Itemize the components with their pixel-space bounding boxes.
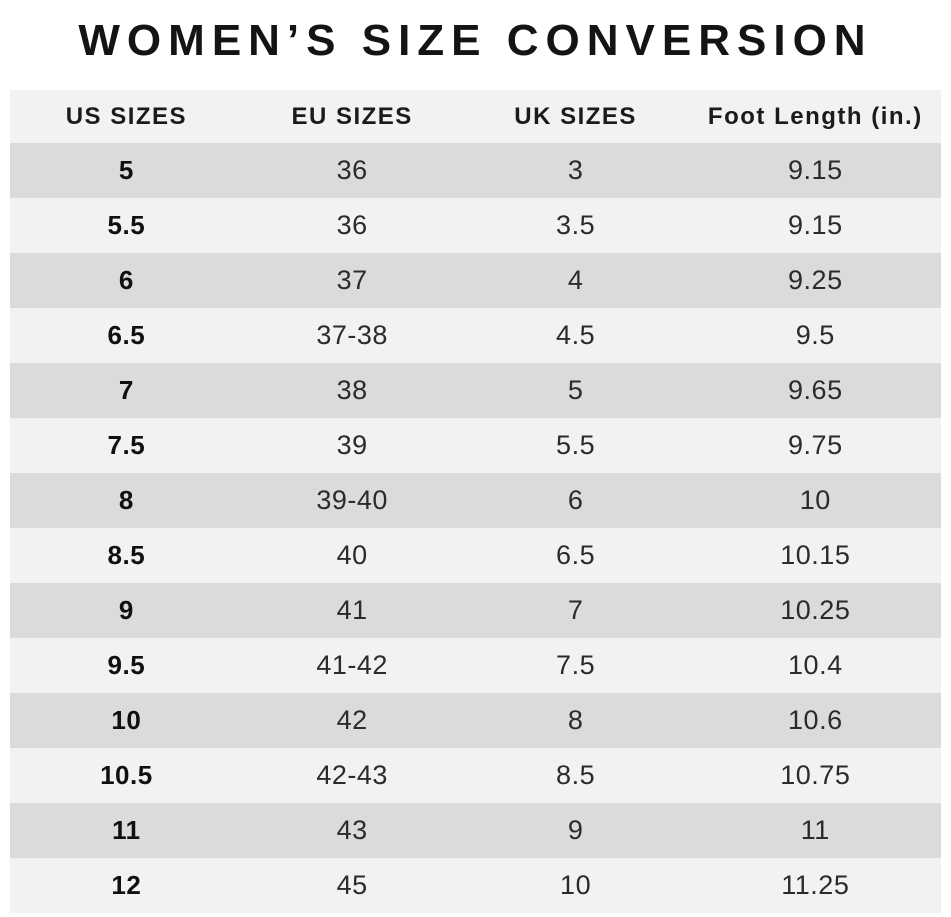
header-us-sizes: US SIZES (65, 102, 188, 130)
cell-us-size: 9.5 (107, 650, 146, 680)
cell-uk-size: 8 (567, 705, 584, 735)
page-title: WOMEN’S SIZE CONVERSION (78, 16, 873, 65)
cell-foot-length: 10.15 (780, 540, 851, 570)
table-row: 11 43 9 11 (10, 803, 941, 858)
cell-uk-size: 8.5 (556, 760, 596, 790)
header-row: US SIZES EU SIZES UK SIZES Foot Length (… (10, 90, 941, 143)
cell-foot-length: 9.15 (788, 210, 843, 240)
table-row: 10 42 8 10.6 (10, 693, 941, 748)
cell-foot-length: 10.4 (788, 650, 843, 680)
cell-eu-size: 42 (336, 705, 368, 735)
cell-us-size: 5.5 (107, 210, 146, 240)
cell-uk-size: 5 (567, 375, 584, 405)
table-row: 8 39-40 6 10 (10, 473, 941, 528)
cell-foot-length: 9.65 (788, 375, 843, 405)
cell-us-size: 10.5 (100, 760, 153, 790)
cell-eu-size: 36 (336, 210, 368, 240)
cell-foot-length: 9.75 (788, 430, 843, 460)
cell-eu-size: 40 (336, 540, 368, 570)
cell-us-size: 6 (118, 265, 134, 295)
cell-uk-size: 5.5 (556, 430, 596, 460)
table-row: 10.5 42-43 8.5 10.75 (10, 748, 941, 803)
table-row: 6.5 37-38 4.5 9.5 (10, 308, 941, 363)
cell-us-size: 8.5 (107, 540, 146, 570)
table-row: 12 45 10 11.25 (10, 858, 941, 913)
cell-us-size: 11 (112, 815, 141, 845)
table-row: 5.5 36 3.5 9.15 (10, 198, 941, 253)
cell-us-size: 12 (111, 870, 142, 900)
cell-foot-length: 10.75 (780, 760, 851, 790)
cell-foot-length: 10.6 (788, 705, 843, 735)
cell-us-size: 7 (118, 375, 134, 405)
cell-foot-length: 10.25 (780, 595, 851, 625)
cell-us-size: 6.5 (107, 320, 146, 350)
size-table-body: 5 36 3 9.15 5.5 36 3.5 9.15 6 37 4 9.25 … (10, 143, 941, 913)
cell-eu-size: 39 (336, 430, 368, 460)
cell-eu-size: 37 (336, 265, 368, 295)
cell-uk-size: 9 (567, 815, 584, 845)
cell-uk-size: 4.5 (556, 320, 596, 350)
cell-foot-length: 9.25 (788, 265, 843, 295)
table-row: 8.5 40 6.5 10.15 (10, 528, 941, 583)
cell-foot-length: 9.5 (795, 320, 835, 350)
cell-foot-length: 10 (799, 485, 831, 515)
cell-uk-size: 4 (567, 265, 584, 295)
cell-eu-size: 45 (336, 870, 368, 900)
cell-eu-size: 38 (336, 375, 368, 405)
header-uk-sizes: UK SIZES (514, 102, 637, 130)
cell-uk-size: 6 (567, 485, 584, 515)
cell-foot-length: 9.15 (788, 155, 843, 185)
cell-us-size: 8 (118, 485, 134, 515)
cell-us-size: 9 (118, 595, 134, 625)
cell-uk-size: 7 (567, 595, 584, 625)
cell-uk-size: 3.5 (556, 210, 596, 240)
table-row: 6 37 4 9.25 (10, 253, 941, 308)
cell-uk-size: 3 (567, 155, 584, 185)
cell-eu-size: 43 (336, 815, 368, 845)
header-eu-sizes: EU SIZES (291, 102, 413, 130)
header-foot-length: Foot Length (in.) (707, 102, 923, 130)
table-row: 7 38 5 9.65 (10, 363, 941, 418)
cell-eu-size: 37-38 (316, 320, 388, 350)
table-row: 7.5 39 5.5 9.75 (10, 418, 941, 473)
size-conversion-table: US SIZES EU SIZES UK SIZES Foot Length (… (10, 90, 941, 913)
cell-us-size: 7.5 (107, 430, 146, 460)
cell-eu-size: 36 (336, 155, 368, 185)
cell-eu-size: 42-43 (316, 760, 388, 790)
cell-uk-size: 10 (560, 870, 592, 900)
cell-us-size: 10 (111, 705, 142, 735)
cell-uk-size: 7.5 (556, 650, 596, 680)
cell-uk-size: 6.5 (556, 540, 596, 570)
table-row: 9 41 7 10.25 (10, 583, 941, 638)
table-row: 5 36 3 9.15 (10, 143, 941, 198)
cell-foot-length: 11.25 (781, 870, 850, 900)
cell-eu-size: 41-42 (316, 650, 388, 680)
table-row: 9.5 41-42 7.5 10.4 (10, 638, 941, 693)
cell-foot-length: 11 (800, 815, 830, 845)
cell-eu-size: 39-40 (316, 485, 388, 515)
cell-eu-size: 41 (336, 595, 368, 625)
cell-us-size: 5 (118, 155, 134, 185)
table-header: US SIZES EU SIZES UK SIZES Foot Length (… (10, 90, 941, 143)
